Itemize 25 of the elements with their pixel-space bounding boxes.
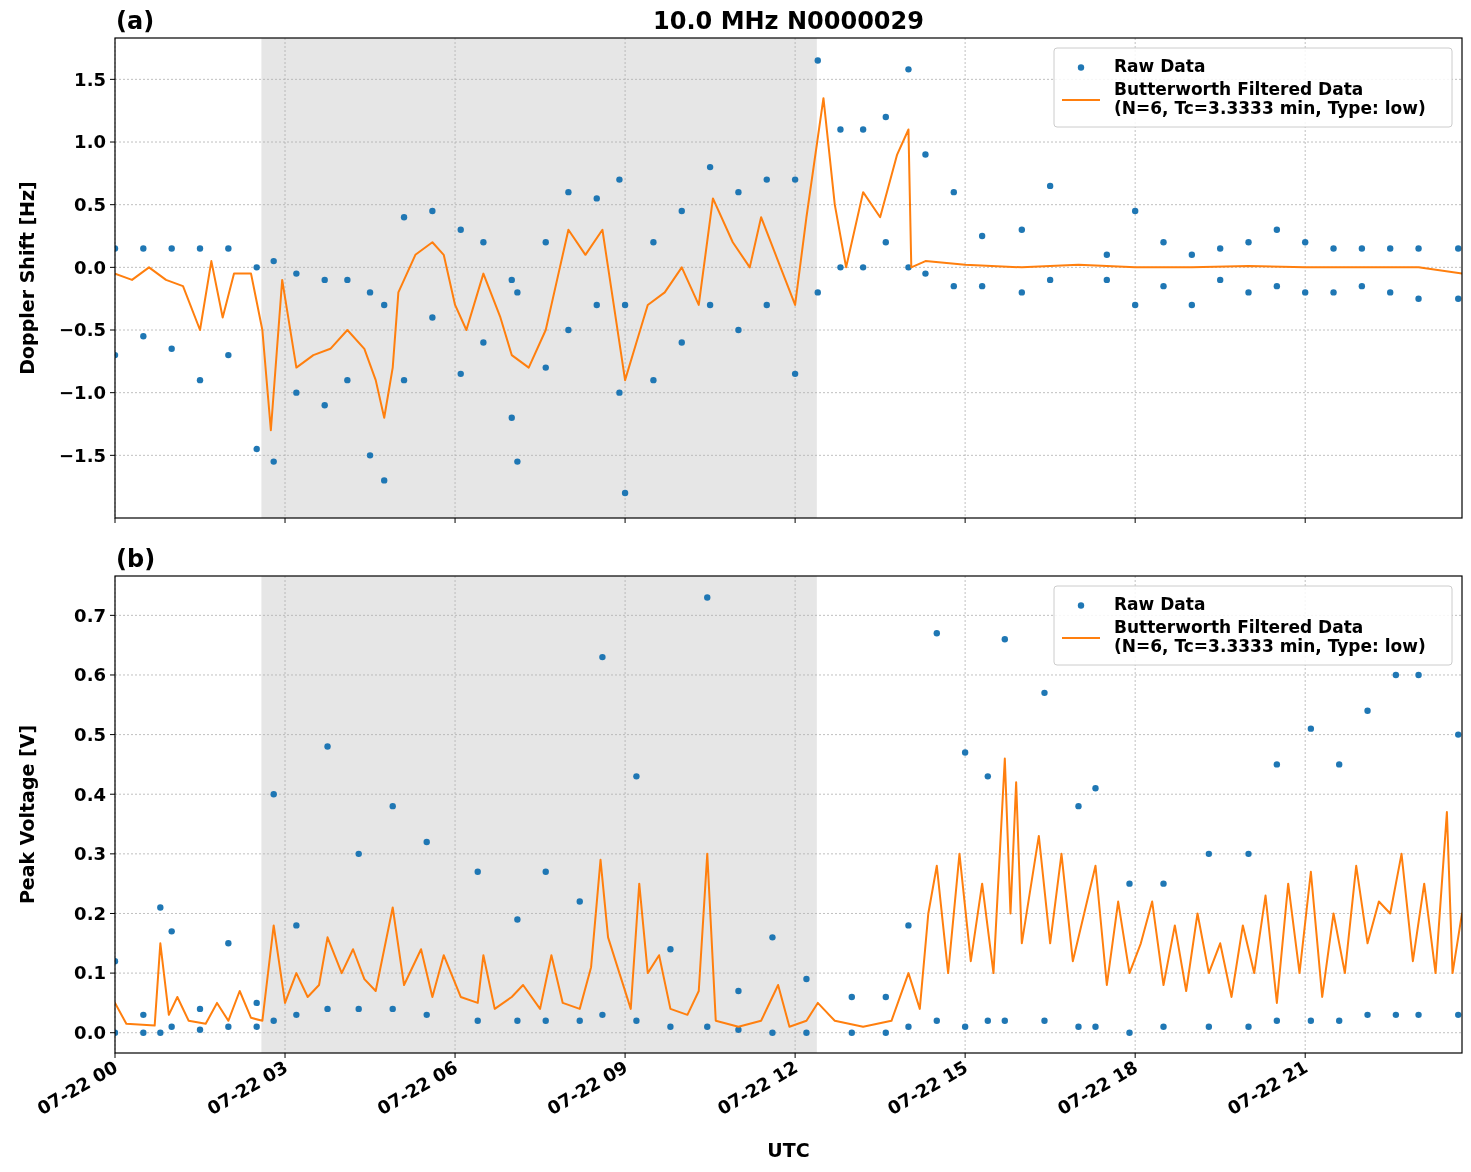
legend-label: Butterworth Filtered Data (N=6, Tc=3.3333 min, Type: low) — [1114, 79, 1426, 118]
y-tick-label: 1.5 — [74, 68, 106, 90]
y-axis-title: Doppler Shift [Hz] — [16, 181, 38, 375]
y-tick-label: 0.4 — [74, 783, 106, 805]
x-axis-title: UTC — [767, 1139, 810, 1161]
legend-label: Raw Data — [1114, 56, 1206, 76]
y-tick-label: 1.0 — [74, 131, 106, 153]
y-tick-label: 0.5 — [74, 723, 106, 745]
chart-title: 10.0 MHz N0000029 — [653, 7, 924, 35]
y-tick-label: 0.0 — [74, 1022, 106, 1044]
y-tick-label: 0.7 — [74, 604, 106, 626]
y-tick-label: 0.2 — [74, 902, 106, 924]
y-tick-label: 0.3 — [74, 843, 106, 865]
y-tick-label: −0.5 — [59, 319, 106, 341]
text: (a) — [116, 7, 155, 35]
text: (b) — [116, 545, 156, 573]
y-tick-label: 0.1 — [74, 962, 106, 984]
y-tick-label: −1.0 — [59, 381, 106, 403]
legend-label: Butterworth Filtered Data (N=6, Tc=3.3333 min, Type: low) — [1114, 617, 1426, 656]
y-tick-label: 0.5 — [74, 193, 106, 215]
y-axis-title: Peak Voltage [V] — [16, 724, 38, 905]
legend-label: Raw Data — [1114, 594, 1206, 614]
y-tick-label: −1.5 — [59, 444, 106, 466]
y-tick-label: 0.0 — [74, 256, 106, 278]
y-tick-label: 0.6 — [74, 664, 106, 686]
